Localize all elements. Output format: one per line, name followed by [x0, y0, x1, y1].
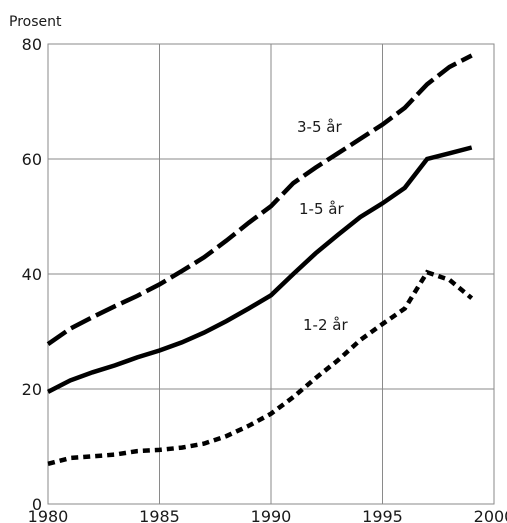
series-annotation: 1-5 år	[299, 200, 344, 218]
series-annotation: 3-5 år	[297, 118, 342, 136]
x-tick-label: 1995	[362, 507, 403, 523]
series-annotation: 1-2 år	[303, 316, 348, 334]
x-tick-label: 1985	[139, 507, 180, 523]
plot-frame	[47, 43, 495, 505]
y-axis-label: Prosent	[9, 14, 62, 30]
series-line-1-2-r	[47, 269, 474, 466]
x-tick-label: 1990	[251, 507, 292, 523]
series-lines	[46, 53, 474, 466]
series-line-1-5-r	[46, 145, 473, 394]
y-tick-label: 40	[22, 265, 42, 284]
y-tick-label: 0	[32, 495, 42, 514]
y-tick-label: 80	[22, 35, 42, 54]
y-tick-label: 60	[22, 150, 42, 169]
series-annotations: 3-5 år 1-5 år 1-2 år	[297, 118, 348, 334]
x-tick-label: 1980	[28, 507, 69, 523]
y-tick-label: 20	[22, 380, 42, 399]
series-line-3-5-r	[46, 53, 473, 346]
